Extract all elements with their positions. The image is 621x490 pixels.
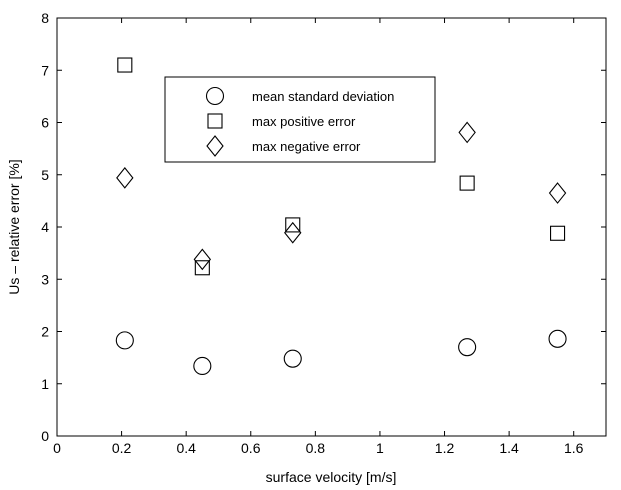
y-tick-label: 7	[41, 62, 49, 78]
legend-entry-label: max positive error	[252, 114, 356, 129]
x-tick-label: 1	[376, 440, 384, 456]
legend-diamond-marker	[206, 135, 224, 157]
square-point	[117, 57, 133, 73]
x-tick-label: 0.2	[112, 440, 132, 456]
y-tick-label: 2	[41, 324, 49, 340]
x-axis: 0 0.2 0.4 0.6 0.8 1 1.2 1.4 1.6	[53, 18, 584, 456]
legend-circle-marker	[205, 86, 225, 106]
x-axis-label: surface velocity [m/s]	[266, 469, 397, 485]
circle-point	[283, 349, 302, 368]
diamond-point	[193, 248, 212, 271]
legend-entry-label: max negative error	[252, 139, 361, 154]
y-tick-label: 0	[41, 428, 49, 444]
legend-square-marker	[207, 113, 223, 129]
diamond-point	[548, 182, 567, 204]
legend-box	[164, 76, 436, 163]
diamond-point	[284, 221, 302, 244]
x-tick-label: 0.8	[306, 440, 326, 456]
y-tick-label: 4	[41, 219, 49, 235]
circle-point	[458, 338, 477, 357]
diamond-point	[458, 121, 476, 144]
x-tick-label: 0.4	[176, 440, 196, 456]
x-tick-label: 1.2	[435, 440, 455, 456]
square-point	[285, 217, 301, 233]
y-axis: 0 1 2 3 4 5 6 7 8	[41, 10, 606, 444]
circle-point	[115, 331, 134, 350]
diamond-point	[116, 167, 134, 189]
y-tick-label: 6	[41, 115, 49, 131]
legend-entry-label: mean standard deviation	[252, 89, 394, 104]
y-tick-label: 3	[41, 271, 49, 287]
y-axis-label: Us – relative error [%]	[6, 159, 22, 294]
y-tick-label: 8	[41, 10, 49, 26]
x-tick-label: 0	[53, 440, 61, 456]
legend: mean standard deviation max positive erro…	[164, 76, 436, 163]
x-tick-label: 1.6	[564, 440, 584, 456]
square-point	[550, 225, 566, 241]
y-tick-label: 5	[41, 167, 49, 183]
circle-point	[548, 329, 567, 348]
x-tick-label: 1.4	[499, 440, 519, 456]
x-tick-label: 0.6	[241, 440, 261, 456]
square-point	[194, 260, 210, 276]
data-points	[115, 57, 567, 376]
square-point	[459, 175, 475, 191]
y-tick-label: 1	[41, 376, 49, 392]
circle-point	[193, 356, 212, 376]
